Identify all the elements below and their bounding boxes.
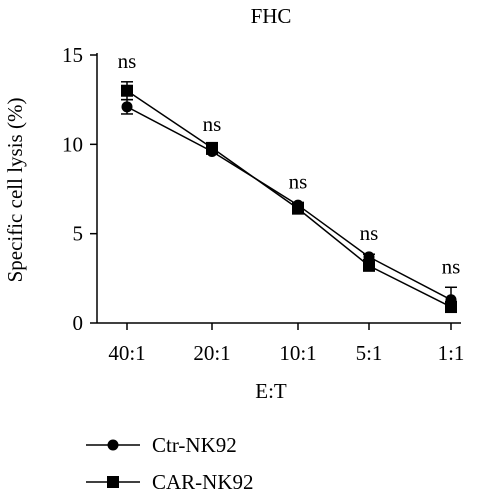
y-tick-label: 15 (62, 43, 83, 67)
data-point-circle (121, 101, 133, 113)
y-tick-label: 10 (62, 132, 83, 156)
significance-label: ns (289, 169, 308, 193)
data-point-square (292, 202, 304, 215)
x-tick-label: 20:1 (193, 341, 230, 365)
legend-marker-circle (107, 439, 119, 451)
y-axis-label: Specific cell lysis (%) (3, 98, 27, 283)
legend-marker-square (107, 476, 119, 488)
data-point-circle (363, 251, 375, 263)
data-point-square (206, 141, 218, 154)
x-axis-label: E:T (255, 379, 287, 403)
significance-label: ns (118, 49, 137, 73)
significance-label: ns (360, 221, 379, 245)
data-point-square (363, 259, 375, 272)
plot-area: 0 5 10 15 40:1 20:1 10:1 5:1 1:1 ns ns ns ns ns (62, 43, 464, 365)
x-tick-label: 40:1 (108, 341, 145, 365)
significance-label: ns (203, 112, 222, 136)
legend-label: CAR-NK92 (152, 470, 254, 494)
y-tick-label: 5 (73, 222, 84, 246)
y-tick-label: 0 (73, 311, 84, 335)
x-tick-label: 10:1 (279, 341, 316, 365)
x-tick-label: 1:1 (438, 341, 465, 365)
series-line-ctr-nk92 (126, 106, 452, 301)
data-point-square (445, 300, 457, 313)
legend-label: Ctr-NK92 (152, 433, 237, 457)
legend: Ctr-NK92 CAR-NK92 (86, 433, 254, 494)
data-point-square (121, 84, 133, 97)
significance-label: ns (442, 254, 461, 278)
x-tick-label: 5:1 (356, 341, 383, 365)
chart-title: FHC (251, 4, 292, 28)
